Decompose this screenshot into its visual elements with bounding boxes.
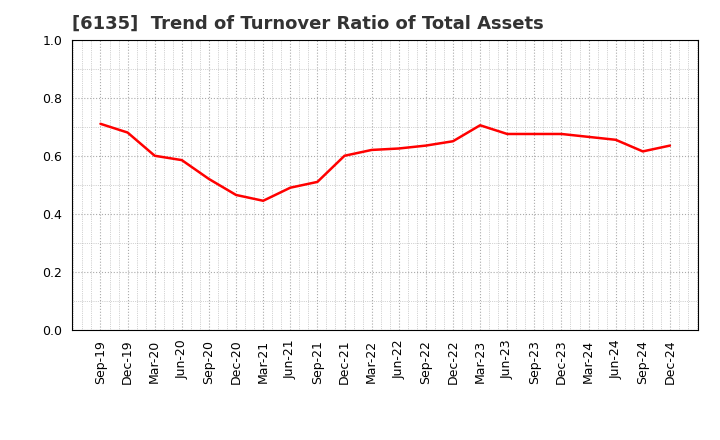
Text: [6135]  Trend of Turnover Ratio of Total Assets: [6135] Trend of Turnover Ratio of Total … [72, 15, 544, 33]
